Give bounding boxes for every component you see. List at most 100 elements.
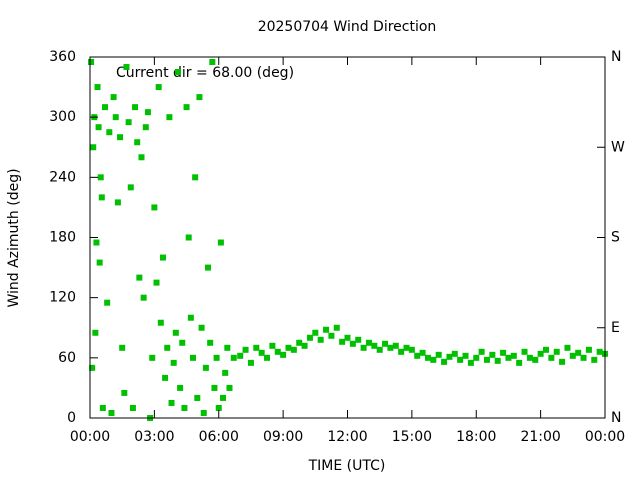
data-point — [516, 359, 523, 366]
data-point — [121, 389, 128, 396]
data-point — [339, 338, 346, 345]
data-point — [398, 348, 405, 355]
data-point — [99, 404, 106, 411]
data-point — [157, 319, 164, 326]
data-point — [168, 399, 175, 406]
y2-tick-label: N — [611, 410, 621, 426]
data-point — [205, 264, 212, 271]
data-point — [301, 342, 308, 349]
data-point — [355, 336, 362, 343]
data-point — [110, 94, 117, 101]
data-point — [123, 64, 130, 71]
data-point — [136, 274, 143, 281]
data-point — [242, 346, 249, 353]
data-point — [467, 359, 474, 366]
x-tick-label: 09:00 — [263, 429, 303, 445]
data-point — [317, 336, 324, 343]
y-tick-label: 360 — [49, 49, 76, 65]
data-point — [166, 114, 173, 121]
data-point — [117, 134, 124, 141]
data-point — [274, 348, 281, 355]
data-point — [424, 354, 431, 361]
data-point — [89, 364, 96, 371]
y-tick-label: 60 — [58, 350, 76, 366]
data-point — [419, 349, 426, 356]
y2-tick-label: E — [611, 320, 620, 336]
data-point — [185, 234, 192, 241]
data-point — [403, 344, 410, 351]
data-point — [194, 394, 201, 401]
data-point — [569, 352, 576, 359]
data-point — [285, 344, 292, 351]
data-point — [435, 351, 442, 358]
data-point — [360, 344, 367, 351]
data-point — [127, 184, 134, 191]
x-tick-label: 03:00 — [134, 429, 174, 445]
data-point — [220, 394, 227, 401]
data-point — [392, 342, 399, 349]
data-point — [290, 346, 297, 353]
data-point — [478, 348, 485, 355]
data-point — [264, 354, 271, 361]
data-point — [164, 344, 171, 351]
data-point — [280, 351, 287, 358]
data-point — [296, 339, 303, 346]
x-tick-label: 21:00 — [520, 429, 560, 445]
x-tick-label: 15:00 — [392, 429, 432, 445]
data-point — [213, 354, 220, 361]
y2-tick-label: N — [611, 49, 621, 65]
plot-frame — [89, 56, 606, 419]
data-point — [93, 239, 100, 246]
data-point — [333, 324, 340, 331]
data-point — [226, 384, 233, 391]
data-point — [247, 359, 254, 366]
data-point — [591, 356, 598, 363]
data-point — [200, 409, 207, 416]
data-point — [526, 354, 533, 361]
data-point — [312, 329, 319, 336]
data-point — [153, 279, 160, 286]
data-point — [446, 353, 453, 360]
data-point — [371, 342, 378, 349]
data-point — [151, 204, 158, 211]
y-tick-label: 300 — [49, 109, 76, 125]
data-point — [462, 352, 469, 359]
data-point — [253, 344, 260, 351]
y-tick-label: 180 — [49, 230, 76, 246]
data-point — [209, 59, 216, 66]
data-point — [187, 314, 194, 321]
data-point — [132, 104, 139, 111]
data-point — [144, 109, 151, 116]
data-point — [215, 404, 222, 411]
data-point — [112, 114, 119, 121]
data-point — [190, 354, 196, 361]
data-point — [376, 346, 383, 353]
data-point — [162, 374, 169, 381]
data-point — [98, 194, 105, 201]
y-axis-label: Wind Azimuth (deg) — [6, 168, 22, 307]
data-point — [537, 350, 544, 357]
data-point — [207, 339, 214, 346]
data-point — [344, 334, 351, 341]
data-point — [106, 129, 113, 136]
data-point — [559, 358, 566, 365]
data-point — [92, 329, 99, 336]
data-point — [90, 144, 97, 151]
y-tick-label: 240 — [49, 169, 76, 185]
data-point — [328, 332, 335, 339]
data-point — [532, 356, 539, 363]
data-point — [108, 409, 115, 416]
data-point — [129, 404, 136, 411]
data-point — [269, 342, 276, 349]
data-point — [489, 351, 496, 358]
data-point — [382, 340, 389, 347]
data-point — [177, 384, 184, 391]
data-point — [114, 199, 121, 206]
data-point — [179, 339, 186, 346]
data-point — [183, 104, 190, 111]
data-point — [430, 356, 437, 363]
data-point — [170, 359, 177, 366]
data-point — [149, 354, 156, 361]
data-point — [323, 326, 330, 333]
